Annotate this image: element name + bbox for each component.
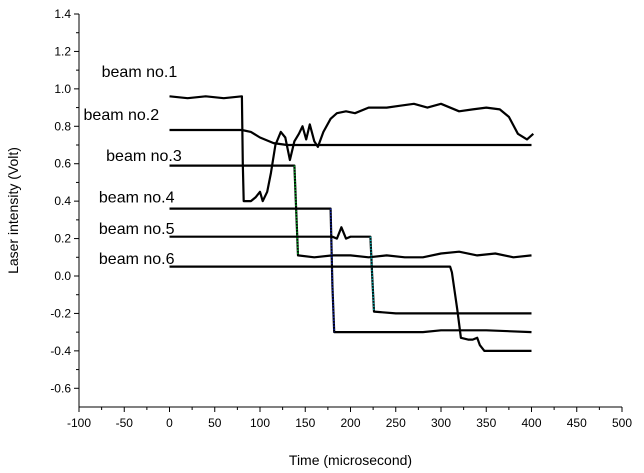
x-tick-label: 500 — [612, 416, 632, 430]
y-axis-label: Laser intensity (Volt) — [5, 147, 21, 274]
plot-area — [169, 95, 535, 352]
beam-2-line — [169, 128, 532, 147]
y-tick-label: 1.0 — [54, 82, 71, 96]
x-tick-label: 150 — [295, 416, 315, 430]
beam-5-label: beam no.5 — [99, 221, 175, 238]
y-tick-label: -0.4 — [50, 344, 71, 358]
x-tick-label: 450 — [567, 416, 587, 430]
beam-5-transition — [369, 236, 375, 312]
y-tick-label: 0.4 — [54, 194, 71, 208]
x-tick-label: -100 — [67, 416, 91, 430]
beam-3-label: beam no.3 — [106, 148, 182, 165]
beam-1-label: beam no.1 — [102, 64, 178, 81]
beam-3-line — [169, 164, 532, 259]
x-tick-label: 200 — [340, 416, 360, 430]
x-tick-label: 50 — [208, 416, 222, 430]
y-tick-label: 0.6 — [54, 157, 71, 171]
y-tick-label: 0.0 — [54, 269, 71, 283]
y-tick-label: -0.6 — [50, 381, 71, 395]
y-tick-label: 0.8 — [54, 119, 71, 133]
beam-4-label: beam no.4 — [99, 189, 175, 206]
x-tick-label: 350 — [476, 416, 496, 430]
x-axis-label: Time (microsecond) — [289, 452, 412, 468]
y-tick-label: 1.2 — [54, 44, 71, 58]
x-tick-label: -50 — [116, 416, 134, 430]
beam-1-line — [169, 95, 535, 203]
beam-5-line — [169, 226, 532, 315]
beam-2-label: beam no.2 — [84, 107, 160, 124]
x-tick-label: 100 — [250, 416, 270, 430]
x-tick-label: 400 — [521, 416, 541, 430]
x-tick-label: 300 — [431, 416, 451, 430]
x-tick-label: 0 — [166, 416, 173, 430]
series-labels: beam no.1 beam no.2 beam no.3 beam no.4 beam… — [84, 64, 182, 268]
y-tick-label: -0.2 — [50, 306, 71, 320]
y-tick-label: 0.2 — [54, 232, 71, 246]
beam-6-line — [169, 265, 532, 352]
beam-6-label: beam no.6 — [99, 251, 175, 268]
x-tick-label: 250 — [386, 416, 406, 430]
axes: -0.6 -0.4 -0.2 0.0 0.2 0.4 0.6 0.8 1.0 1.2 1.4 -100… — [50, 7, 632, 430]
y-tick-label: 1.4 — [54, 7, 71, 21]
